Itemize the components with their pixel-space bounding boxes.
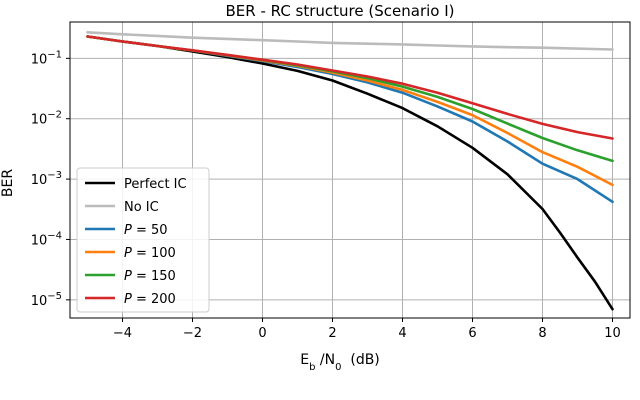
x-tick-label: −4 <box>113 326 132 341</box>
series-line <box>86 35 614 163</box>
x-tick-label: 0 <box>258 326 266 341</box>
y-tick-label: 10−1 <box>31 49 62 67</box>
legend-entry: Perfect IC <box>124 177 187 192</box>
legend-entry: No IC <box>124 200 159 215</box>
x-tick-label: 8 <box>538 326 546 341</box>
x-tick-label: −2 <box>183 326 202 341</box>
x-tick-label: 6 <box>468 326 476 341</box>
legend: Perfect IC No IC P = 50 P = 100 P = 150 P = 2… <box>76 167 210 313</box>
x-tick-label: 4 <box>398 326 406 341</box>
series-line <box>86 30 614 51</box>
legend-entry: P = 100 <box>124 246 176 261</box>
legend-entry: P = 50 <box>124 223 168 238</box>
x-axis-ticks: −4 −2 0 2 4 6 8 10 <box>113 318 621 341</box>
y-tick-label: 10−3 <box>31 170 62 188</box>
y-tick-label: 10−2 <box>31 110 62 128</box>
y-axis-label: BER <box>0 169 16 197</box>
y-tick-label: 10−4 <box>31 230 62 248</box>
y-tick-label: 10−5 <box>31 291 62 309</box>
legend-entry: P = 150 <box>124 269 176 284</box>
chart-title: BER - RC structure (Scenario I) <box>226 2 455 20</box>
plot-area-frame <box>69 21 631 319</box>
x-axis-label: Eb /N0 (dB) <box>300 352 380 373</box>
legend-entry: P = 200 <box>124 292 176 307</box>
series-line <box>86 35 614 140</box>
x-tick-label: 2 <box>328 326 336 341</box>
series-lines <box>86 30 614 311</box>
y-axis-ticks: 10−5 10−4 10−3 10−2 10−1 <box>31 49 70 309</box>
x-tick-label: 10 <box>604 326 621 341</box>
